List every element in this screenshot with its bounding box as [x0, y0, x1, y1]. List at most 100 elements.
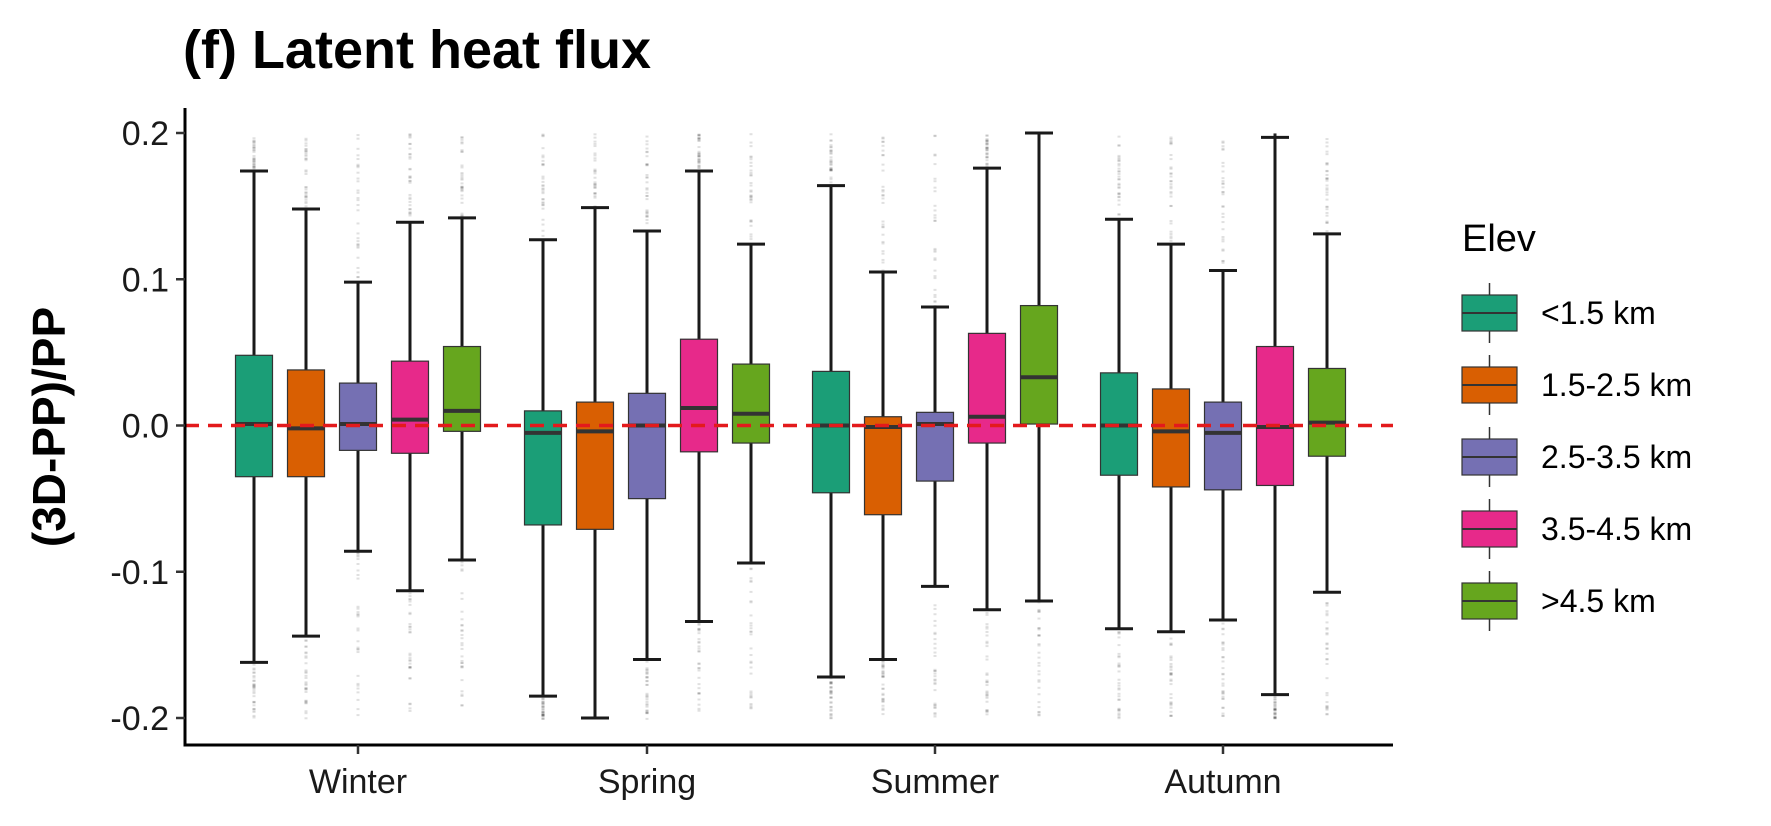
outlier-point	[1273, 133, 1277, 136]
outlier-point	[460, 197, 464, 200]
outlier-point	[933, 180, 937, 183]
outlier-point	[749, 567, 753, 570]
outlier-point	[645, 711, 649, 714]
outlier-point	[1221, 656, 1225, 659]
outlier-point	[1169, 239, 1173, 242]
outlier-point	[697, 628, 701, 631]
outlier-point	[252, 141, 256, 144]
outlier-point	[1169, 706, 1173, 709]
outlier-point	[985, 140, 989, 143]
outlier-point	[697, 133, 701, 136]
outlier-point	[829, 149, 833, 152]
outlier-point	[1325, 632, 1329, 635]
outlier-point	[985, 159, 989, 162]
outlier-point	[697, 623, 701, 626]
outlier-point	[593, 152, 597, 155]
outlier-point	[356, 246, 360, 249]
outlier-point	[645, 222, 649, 225]
outlier-point	[541, 187, 545, 190]
outlier-point	[1169, 180, 1173, 183]
outlier-point	[408, 628, 412, 631]
outlier-point	[408, 167, 412, 170]
outlier-point	[985, 148, 989, 151]
outlier-point	[460, 138, 464, 141]
outlier-point	[1221, 627, 1225, 630]
outlier-point	[1273, 134, 1277, 137]
outlier-point	[829, 168, 833, 171]
outlier-point	[1273, 133, 1277, 136]
outlier-point	[252, 683, 256, 686]
outlier-point	[541, 164, 545, 167]
outlier-point	[933, 672, 937, 675]
outlier-point	[1221, 714, 1225, 717]
outlier-point	[1273, 706, 1277, 709]
outlier-point	[645, 712, 649, 715]
outlier-point	[1325, 188, 1329, 191]
outlier-point	[356, 708, 360, 711]
outlier-point	[304, 701, 308, 704]
outlier-point	[304, 139, 308, 142]
outlier-point	[252, 714, 256, 717]
outlier-point	[645, 692, 649, 695]
outlier-point	[933, 135, 937, 138]
outlier-point	[645, 218, 649, 221]
outlier-point	[304, 144, 308, 147]
box-1-3	[679, 133, 719, 712]
outlier-point	[1037, 634, 1041, 637]
outlier-point	[1117, 692, 1121, 695]
outlier-point	[749, 580, 753, 583]
outlier-point	[1325, 177, 1329, 180]
box-0-0	[234, 137, 274, 719]
outlier-point	[304, 655, 308, 658]
outlier-point	[408, 176, 412, 179]
outlier-point	[252, 165, 256, 168]
outlier-point	[356, 158, 360, 161]
outlier-point	[304, 195, 308, 198]
y-tick-label: 0.0	[122, 408, 169, 446]
outlier-point	[1221, 165, 1225, 168]
outlier-point	[881, 676, 885, 679]
outlier-point	[541, 198, 545, 201]
outlier-point	[356, 164, 360, 167]
outlier-point	[408, 625, 412, 628]
outlier-point	[1117, 186, 1121, 189]
outlier-point	[933, 638, 937, 641]
outlier-point	[460, 215, 464, 218]
outlier-point	[1273, 701, 1277, 704]
outlier-point	[1273, 134, 1277, 137]
outlier-point	[697, 650, 701, 653]
outlier-point	[829, 139, 833, 142]
outlier-point	[541, 716, 545, 719]
outlier-point	[1273, 716, 1277, 719]
outlier-point	[1117, 631, 1121, 634]
outlier-point	[541, 713, 545, 716]
outlier-point	[408, 665, 412, 668]
outlier-point	[829, 682, 833, 685]
outlier-point	[1221, 684, 1225, 687]
outlier-point	[1169, 655, 1173, 658]
outlier-point	[829, 178, 833, 181]
outlier-point	[252, 140, 256, 143]
outlier-point	[593, 176, 597, 179]
outlier-point	[881, 665, 885, 668]
outlier-point	[304, 191, 308, 194]
outlier-point	[749, 198, 753, 201]
outlier-point	[1169, 662, 1173, 665]
outlier-point	[356, 674, 360, 677]
outlier-point	[1221, 205, 1225, 208]
outlier-point	[985, 693, 989, 696]
outlier-point	[304, 687, 308, 690]
outlier-point	[1117, 178, 1121, 181]
outlier-point	[1221, 190, 1225, 193]
outlier-point	[933, 163, 937, 166]
outlier-point	[829, 176, 833, 179]
outlier-point	[829, 168, 833, 171]
box-body	[1255, 345, 1295, 487]
outlier-point	[408, 658, 412, 661]
box-body	[1307, 367, 1347, 457]
outlier-point	[881, 190, 885, 193]
outlier-point	[1325, 162, 1329, 165]
axes: -0.2 -0.1 0.0 0.1 0.2 Winter Spring Summer Autum…	[110, 108, 1393, 801]
outlier-point	[541, 697, 545, 700]
outlier-point	[749, 224, 753, 227]
